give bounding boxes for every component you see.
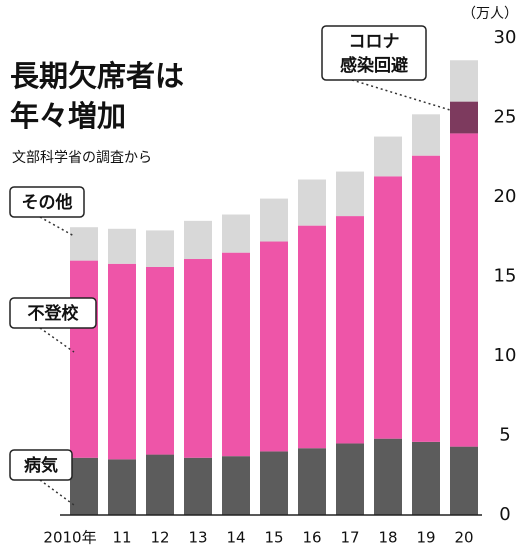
leader-line: [39, 327, 75, 353]
bar-segment: [146, 230, 174, 267]
y-tick-label: 25: [494, 107, 517, 128]
bar-segment: [70, 457, 98, 515]
y-tick-label: 0: [499, 504, 510, 525]
series-label: 感染回避: [340, 55, 408, 76]
series-label: 不登校: [28, 303, 80, 324]
bar-segment: [298, 448, 326, 515]
bar-segment: [108, 263, 136, 460]
label-box: [321, 25, 427, 81]
leader-line: [39, 479, 75, 506]
bar-segment: [298, 225, 326, 449]
bar-segment: [184, 220, 212, 260]
bar-segment: [184, 259, 212, 458]
bar-segment: [222, 252, 250, 457]
bar-segment: [374, 438, 402, 515]
bar-segment: [70, 260, 98, 458]
bar-segment: [260, 198, 288, 242]
y-unit: （万人）: [462, 6, 518, 22]
label-box: [9, 186, 85, 218]
bar-segment: [450, 446, 478, 515]
bar-segment: [184, 457, 212, 515]
x-tick-label: 15: [264, 529, 283, 547]
y-tick-label: 10: [494, 345, 517, 366]
x-tick-label: 19: [416, 529, 435, 547]
bar-segment: [108, 228, 136, 264]
y-tick-label: 5: [499, 425, 510, 446]
leader-line: [39, 216, 75, 237]
bar-segment: [260, 241, 288, 452]
x-tick-label: 12: [150, 529, 169, 547]
bar-segment: [222, 456, 250, 515]
x-tick-label: 16: [302, 529, 321, 547]
bar-segment: [298, 179, 326, 226]
y-tick-label: 20: [494, 186, 517, 207]
bar-segment: [260, 451, 288, 515]
bar-segment: [412, 114, 440, 156]
x-tick-label: 20: [454, 529, 473, 547]
x-tick-label: 11: [112, 529, 131, 547]
series-label: その他: [22, 192, 73, 213]
x-tick-label: 2010年: [43, 529, 96, 547]
label-box: [9, 297, 97, 329]
x-tick-label: 17: [340, 529, 359, 547]
bar-segment: [222, 214, 250, 253]
bar-segment: [146, 266, 174, 455]
series-label: コロナ: [349, 32, 400, 52]
chart-title: 年々増加: [10, 99, 126, 133]
bar-segment: [374, 176, 402, 439]
bar-segment: [412, 155, 440, 442]
bar-segment: [374, 136, 402, 177]
bar-segment: [450, 133, 478, 447]
series-label: 病気: [24, 455, 58, 476]
bar-segment: [108, 459, 136, 515]
bar-segment: [450, 60, 478, 102]
bar-segment: [70, 227, 98, 261]
chart-subtitle: 文部科学省の調査から: [12, 150, 152, 166]
x-tick-label: 13: [188, 529, 207, 547]
chart-title: 長期欠席者は: [10, 59, 184, 93]
y-tick-label: 15: [494, 266, 517, 287]
bar-segment: [336, 443, 364, 515]
bar-segment: [336, 171, 364, 217]
bar-segment: [336, 216, 364, 444]
x-tick-label: 18: [378, 529, 397, 547]
bar-segment: [146, 454, 174, 515]
leader-line: [351, 79, 451, 111]
bar-segment: [412, 441, 440, 515]
x-tick-label: 14: [226, 529, 245, 547]
bar-segment: [450, 101, 478, 134]
y-tick-label: 30: [494, 27, 517, 48]
label-box: [9, 449, 73, 481]
